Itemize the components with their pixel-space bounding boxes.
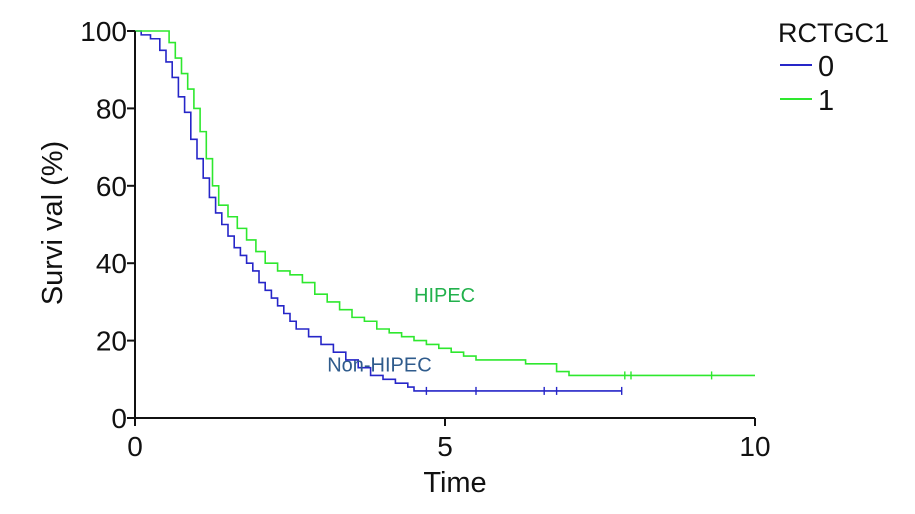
y-axis-ticks: 0 20 40 60 80 100 — [80, 16, 135, 434]
y-tick-label: 60 — [96, 171, 127, 202]
plot-area — [135, 30, 755, 395]
legend-items: 01 — [780, 51, 834, 117]
series-annotation: HIPEC — [414, 285, 475, 307]
legend-label-0: 0 — [818, 51, 834, 83]
y-axis-title: Survi val (%) — [37, 141, 69, 305]
censor-layer — [425, 371, 713, 395]
y-tick-label: 80 — [96, 93, 127, 124]
x-axis-title: Time — [423, 467, 486, 499]
annotations: HIPEC Non-HIPEC — [327, 285, 475, 377]
y-tick-label: 0 — [111, 403, 127, 434]
series-annotation: Non-HIPEC — [327, 355, 431, 377]
x-tick-label: 5 — [437, 431, 453, 462]
y-tick-label: 20 — [96, 326, 127, 357]
legend-title: RCTGC1 — [778, 18, 889, 48]
km-curve-0 — [135, 30, 622, 392]
x-axis-ticks: 0 5 10 — [127, 418, 771, 462]
km-curve-1 — [135, 30, 755, 377]
y-tick-label: 40 — [96, 248, 127, 279]
legend-label-1: 1 — [818, 85, 834, 117]
series-layer — [135, 30, 755, 392]
y-tick-label: 100 — [80, 16, 127, 47]
legend: RCTGC1 01 — [778, 18, 889, 117]
x-tick-label: 10 — [739, 431, 770, 462]
x-tick-label: 0 — [127, 431, 143, 462]
